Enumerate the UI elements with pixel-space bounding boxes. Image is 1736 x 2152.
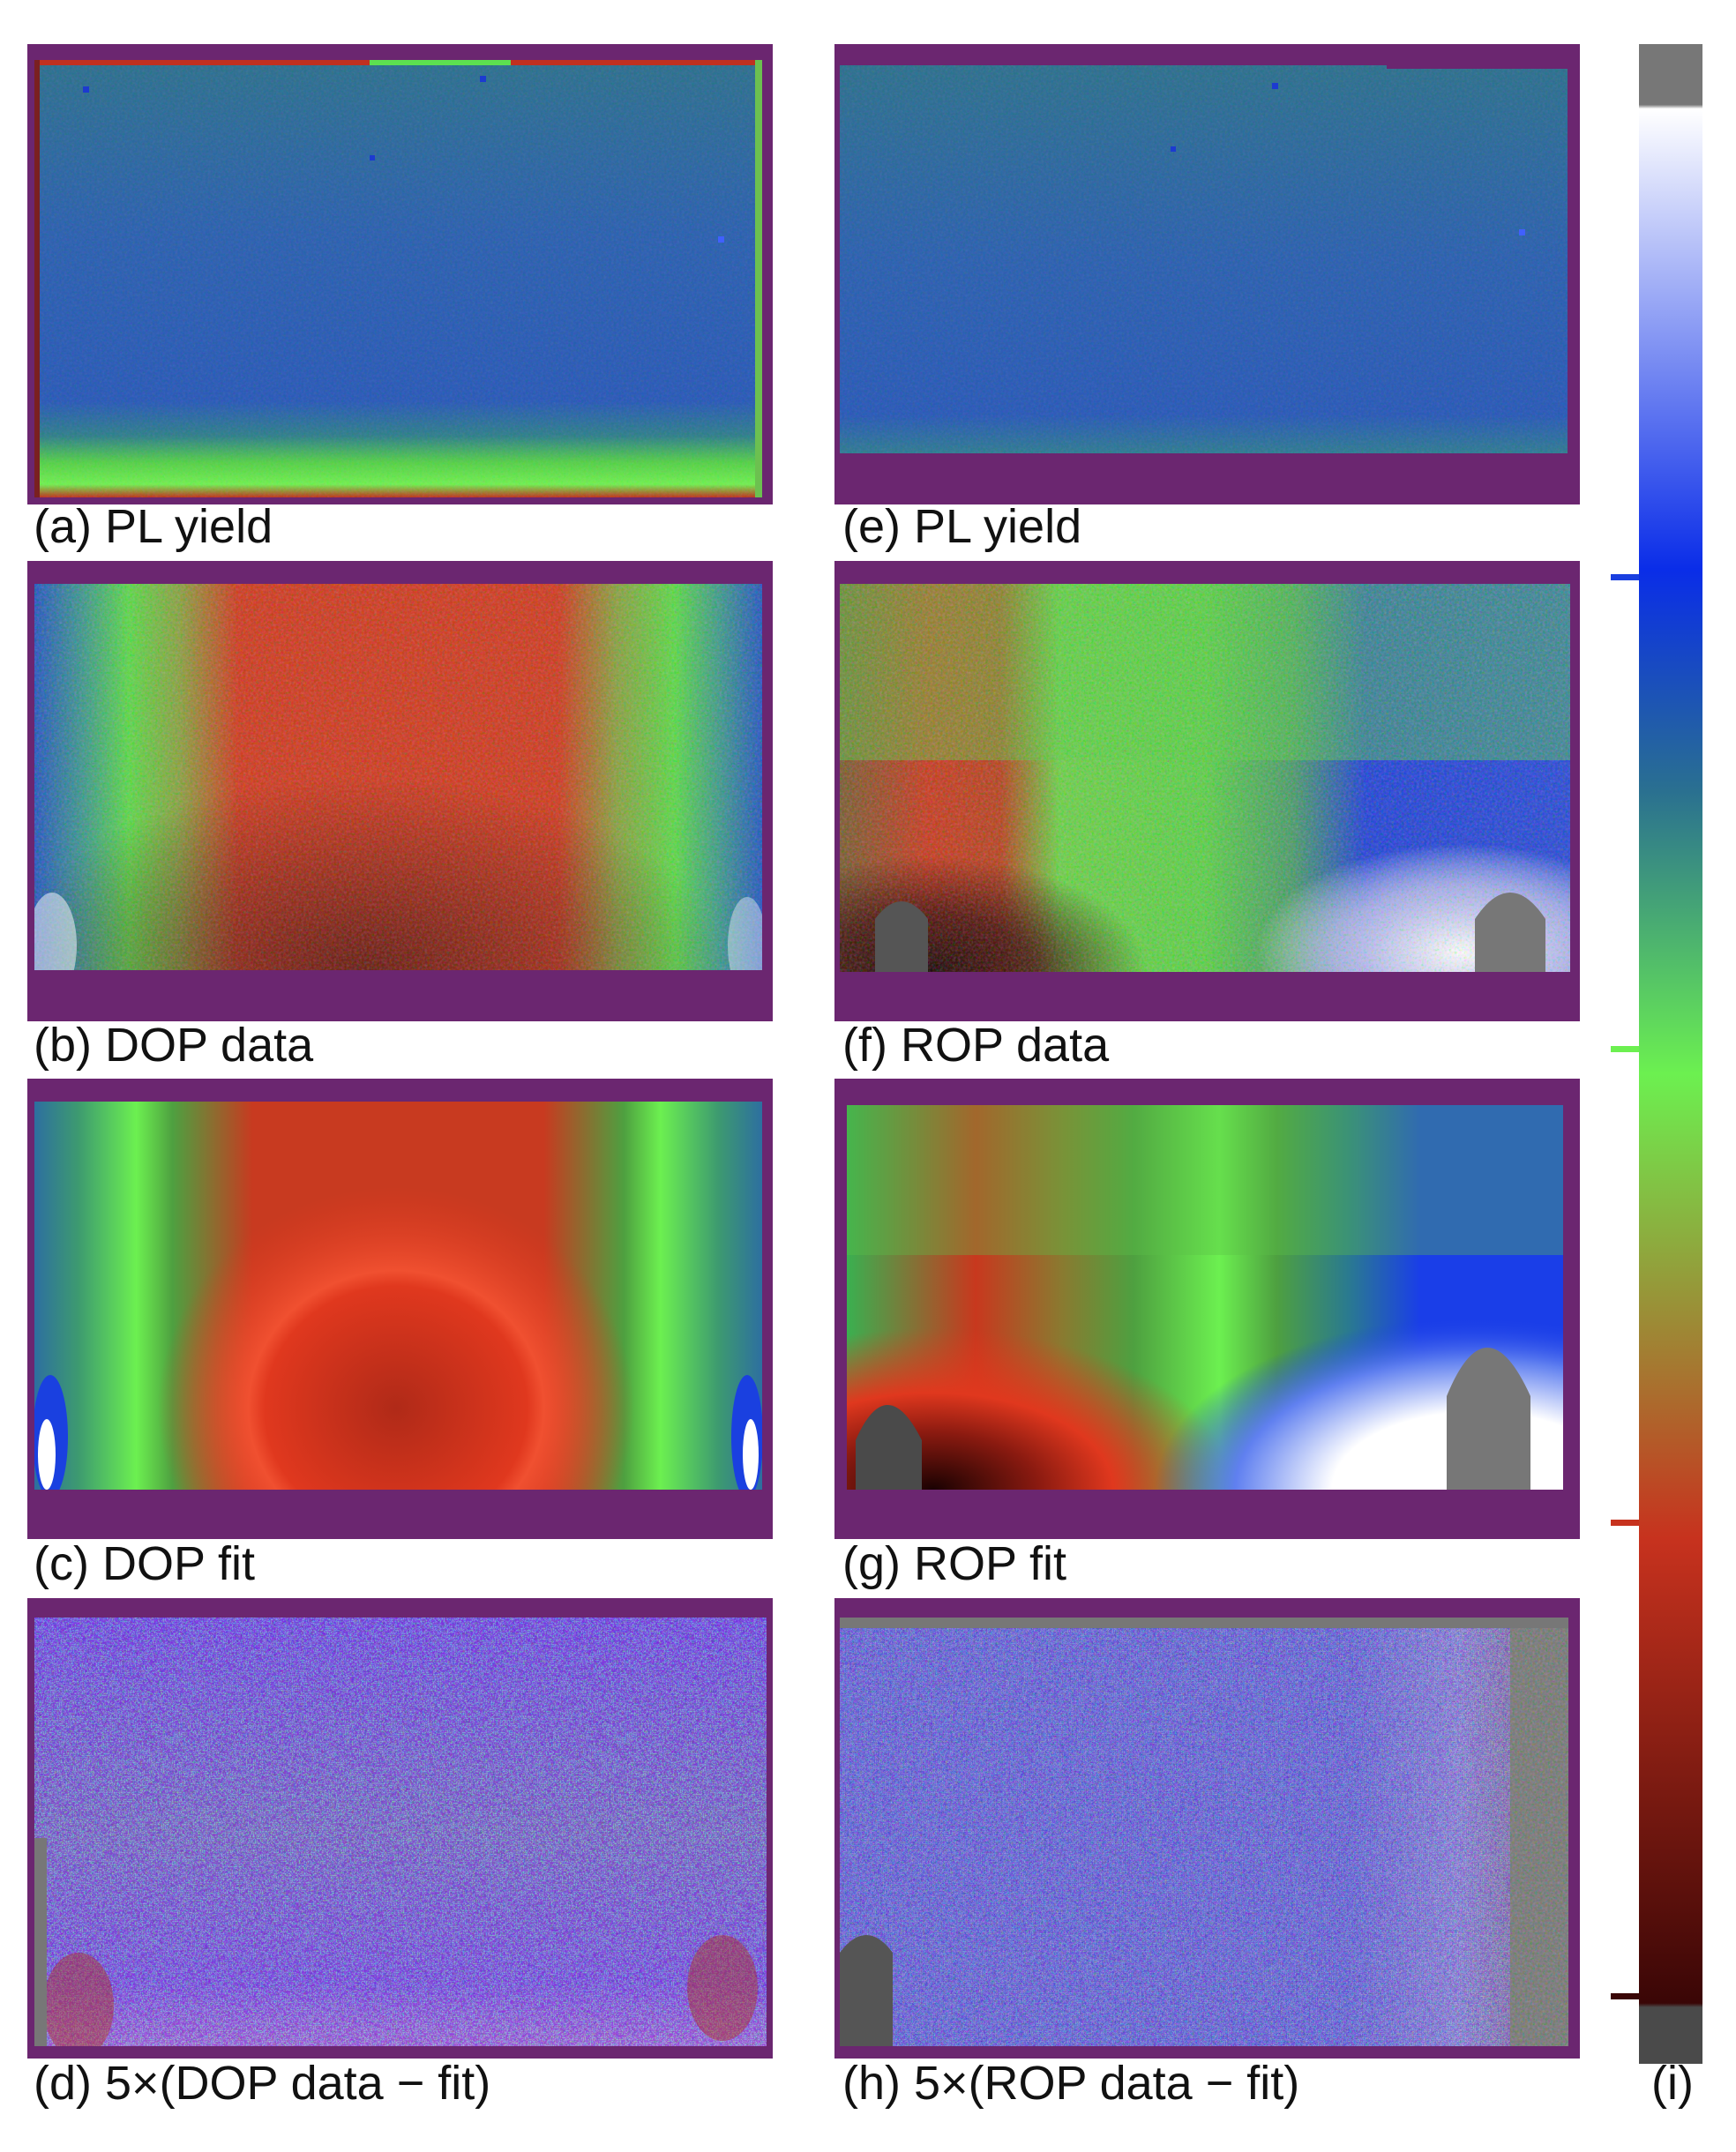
- panel-f-image: [840, 584, 1570, 972]
- panel-h-image: [840, 1618, 1568, 2046]
- colorbar-tick: [1611, 1520, 1639, 1526]
- caption-b: (b) DOP data: [34, 1019, 314, 1072]
- panel-c-dop-fit: [27, 1079, 773, 1539]
- panel-h-rop-residual: [834, 1598, 1580, 2059]
- panel-b-dop-data: [27, 561, 773, 1021]
- panel-a-image: [34, 60, 762, 497]
- panel-g-rop-fit: [834, 1079, 1580, 1539]
- panel-e-pl-yield: [834, 44, 1580, 504]
- panel-c-image: [34, 1102, 762, 1490]
- panel-f-rop-data: [834, 561, 1580, 1021]
- caption-a: (a) PL yield: [34, 500, 273, 553]
- colorbar-label: (i): [1651, 2057, 1694, 2110]
- caption-c: (c) DOP fit: [34, 1537, 256, 1590]
- colorbar: [1639, 44, 1702, 2064]
- caption-e: (e) PL yield: [842, 500, 1082, 553]
- panel-a-pl-yield: [27, 44, 773, 504]
- panel-b-image: [34, 584, 762, 970]
- colorbar-tick: [1611, 574, 1639, 580]
- caption-h: (h) 5×(ROP data − fit): [842, 2057, 1300, 2110]
- colorbar-tick: [1611, 1046, 1639, 1052]
- panel-g-image: [847, 1105, 1563, 1490]
- panel-d-dop-residual: [27, 1598, 773, 2059]
- panel-d-image: [34, 1618, 767, 2046]
- colorbar-tick: [1611, 1993, 1639, 1999]
- caption-d: (d) 5×(DOP data − fit): [34, 2057, 491, 2110]
- panel-e-image: [840, 65, 1568, 453]
- caption-f: (f) ROP data: [842, 1019, 1110, 1072]
- caption-g: (g) ROP fit: [842, 1537, 1067, 1590]
